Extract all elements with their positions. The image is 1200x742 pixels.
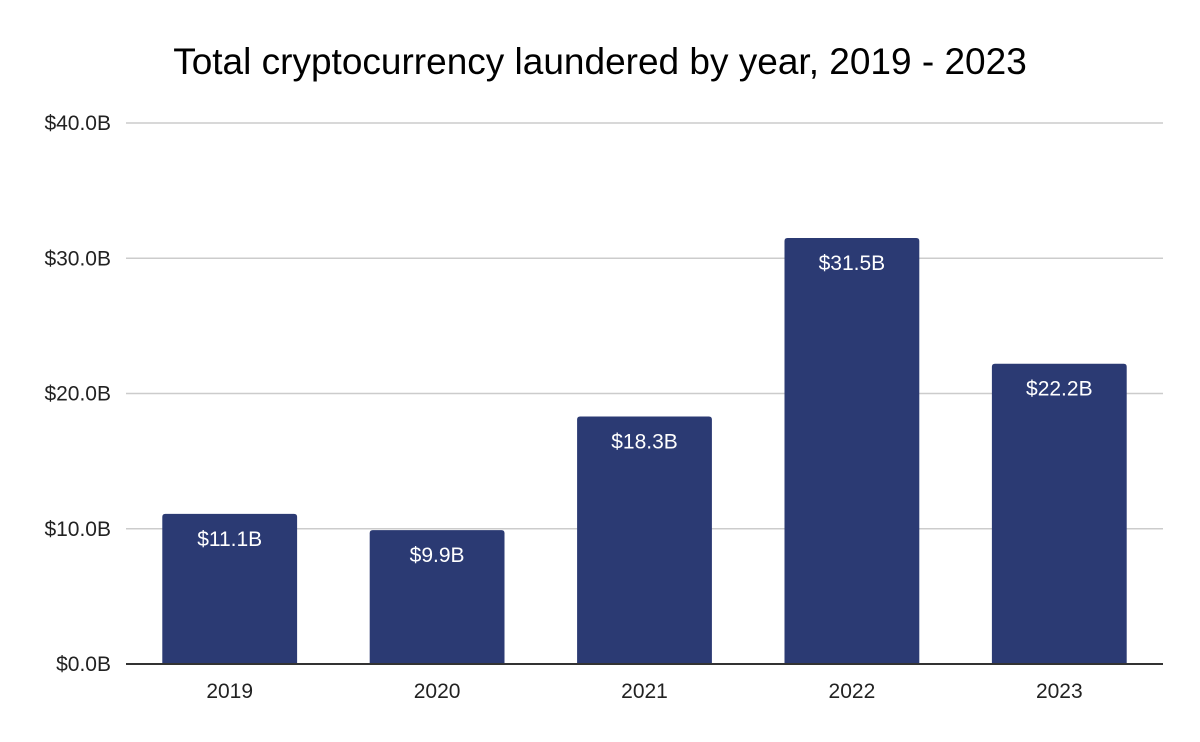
bar-2020 <box>369 530 505 664</box>
x-tick-label: 2020 <box>414 680 461 703</box>
data-label-2022: $31.5B <box>819 252 886 275</box>
y-axis-tick-labels: $0.0B $10.0B $20.0B $30.0B $40.0B <box>44 112 111 676</box>
x-tick-label: 2019 <box>206 680 253 703</box>
bar-2022 <box>784 237 920 664</box>
y-tick-label: $0.0B <box>56 653 111 676</box>
x-tick-label: 2022 <box>829 680 876 703</box>
bar-2023 <box>991 363 1127 664</box>
data-label-2023: $22.2B <box>1026 378 1093 401</box>
x-tick-label: 2023 <box>1036 680 1083 703</box>
y-tick-label: $40.0B <box>44 112 111 135</box>
bar-2021 <box>577 416 712 664</box>
data-label-2021: $18.3B <box>611 430 678 453</box>
data-label-2020: $9.9B <box>410 544 465 567</box>
y-tick-label: $30.0B <box>44 247 111 270</box>
x-axis-tick-labels: 2019 2020 2021 2022 2023 <box>206 680 1082 703</box>
y-tick-label: $20.0B <box>44 383 111 406</box>
x-tick-label: 2021 <box>621 680 668 703</box>
data-label-2019: $11.1B <box>197 528 262 551</box>
y-tick-label: $10.0B <box>44 518 111 541</box>
bar-2019 <box>162 513 298 664</box>
bars <box>162 237 1127 664</box>
data-labels: $11.1B $9.9B $18.3B $31.5B $22.2B <box>197 252 1092 567</box>
chart-title: Total cryptocurrency laundered by year, … <box>173 41 1027 82</box>
